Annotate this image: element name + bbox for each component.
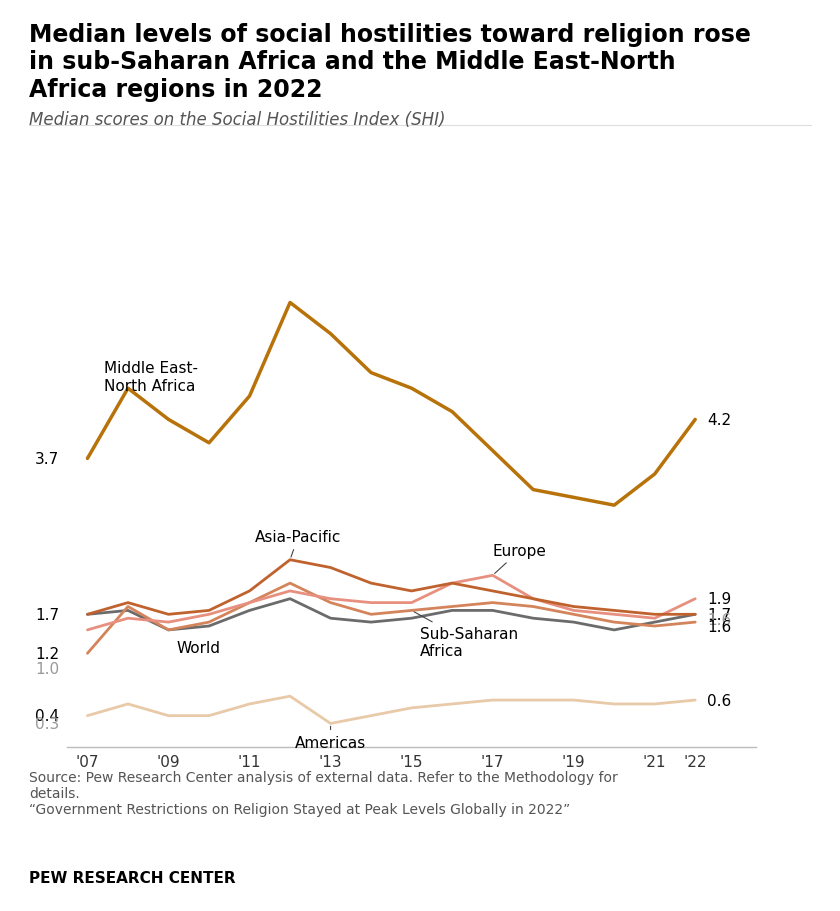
Text: Source: Pew Research Center analysis of external data. Refer to the Methodology : Source: Pew Research Center analysis of … [29, 770, 618, 816]
Text: Africa regions in 2022: Africa regions in 2022 [29, 77, 323, 101]
Text: 1.7: 1.7 [707, 607, 732, 622]
Text: World: World [176, 640, 221, 655]
Text: 4.2: 4.2 [707, 413, 732, 427]
Text: 1.0: 1.0 [35, 661, 59, 677]
Text: 0.4: 0.4 [35, 709, 59, 723]
Text: 1.7: 1.7 [35, 607, 59, 622]
Text: Sub-Saharan
Africa: Sub-Saharan Africa [414, 612, 517, 659]
Text: in sub-Saharan Africa and the Middle East-North: in sub-Saharan Africa and the Middle Eas… [29, 50, 676, 74]
Text: 3.7: 3.7 [34, 451, 59, 466]
Text: Europe: Europe [492, 544, 547, 574]
Text: 1.6: 1.6 [707, 619, 732, 634]
Text: 1.9: 1.9 [707, 591, 732, 607]
Text: 0.6: 0.6 [707, 692, 732, 708]
Text: Asia-Pacific: Asia-Pacific [255, 529, 341, 558]
Text: 1.6: 1.6 [707, 612, 732, 628]
Text: 1.2: 1.2 [35, 646, 59, 661]
Text: Median levels of social hostilities toward religion rose: Median levels of social hostilities towa… [29, 23, 751, 46]
Text: Median scores on the Social Hostilities Index (SHI): Median scores on the Social Hostilities … [29, 111, 446, 129]
Text: Middle East-
North Africa: Middle East- North Africa [103, 361, 197, 394]
Text: PEW RESEARCH CENTER: PEW RESEARCH CENTER [29, 870, 236, 885]
Text: 0.3: 0.3 [34, 716, 59, 732]
Text: Americas: Americas [295, 726, 366, 751]
